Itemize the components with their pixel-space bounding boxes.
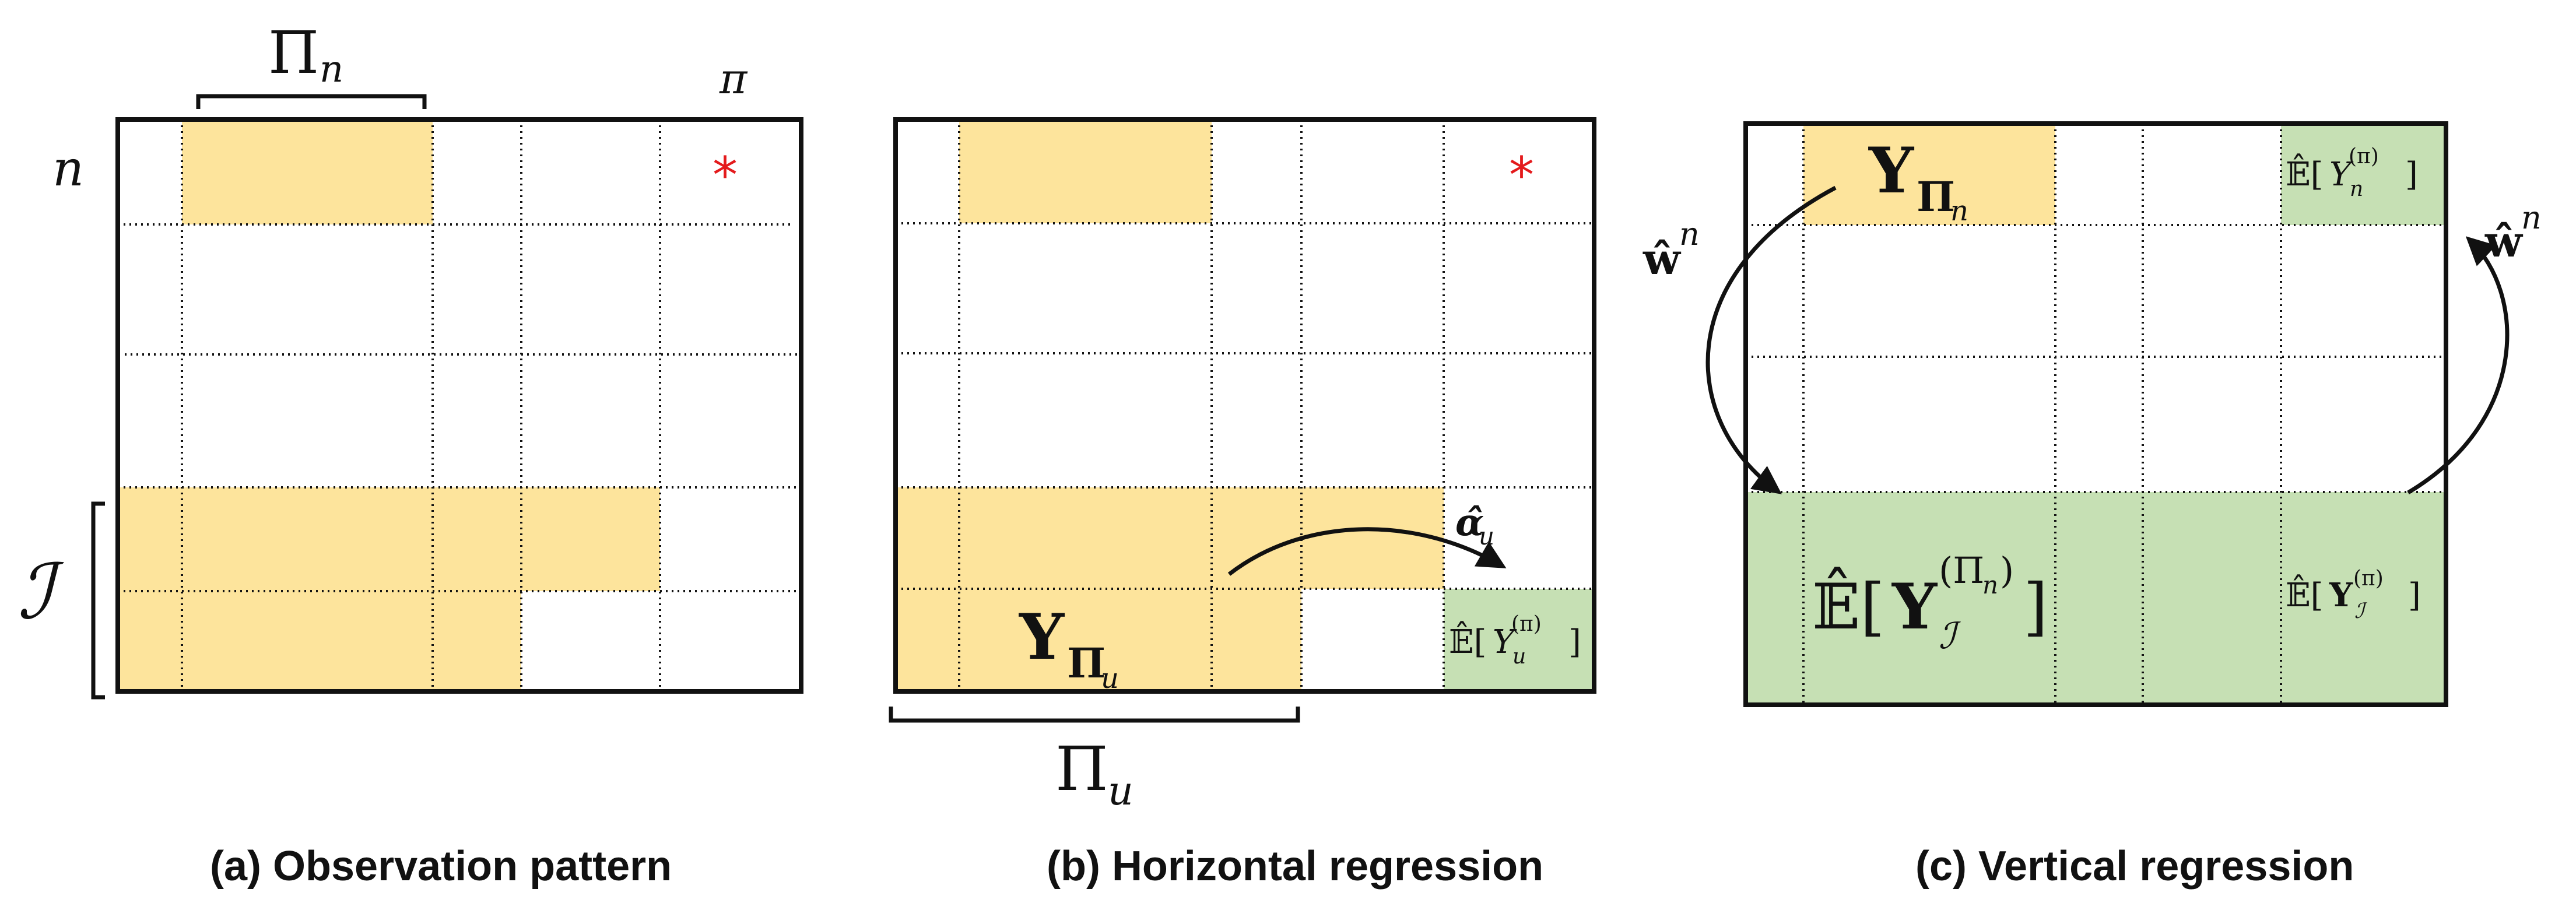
weight-right-sup: n <box>2521 199 2542 236</box>
weight-left-label: ŵ <box>1643 234 1682 284</box>
estimate-cell-sup: (π) <box>2353 567 2384 591</box>
caption-a: (a) Observation pattern <box>210 843 672 890</box>
estimated-region <box>1746 492 2446 705</box>
matrix-border <box>115 117 803 694</box>
caption-c: (c) Vertical regression <box>1915 843 2354 890</box>
weight-arrow-left <box>1705 185 1837 494</box>
row-label-n: n <box>52 140 84 197</box>
column-bracket <box>196 94 427 109</box>
observed-block-sub: Π <box>1067 639 1105 687</box>
estimate-cell-close: ] <box>2408 577 2421 614</box>
matrix-border <box>1743 121 2448 707</box>
matrix-border <box>893 117 1596 694</box>
estimate-cell-text: 𝔼̂[ <box>2286 153 2324 194</box>
estimated-cell <box>1444 589 1594 691</box>
regression-arrow <box>1227 527 1507 576</box>
grid-lines <box>118 120 801 691</box>
column-bracket-label: Π <box>268 19 319 87</box>
weight-arrow-right <box>2407 236 2510 495</box>
estimate-region-y: Y <box>1891 570 1938 644</box>
group-label: ℐ <box>17 547 65 636</box>
estimated-cell <box>2281 124 2446 225</box>
estimate-region-supsub: n <box>1982 571 1998 599</box>
panel-c: Y Π n 𝔼̂[ Y n (π) ] ŵ n ŵ n 𝔼̂[ Y ℐ (Π n… <box>1643 121 2542 890</box>
estimate-cell-sup: (π) <box>1511 612 1542 636</box>
observed-cell <box>182 120 433 224</box>
estimate-cell-text: 𝔼̂[ <box>2286 574 2324 614</box>
weight-right-label: ŵ <box>2484 217 2524 267</box>
column-label-pi: π <box>719 54 748 103</box>
estimate-cell-close: ] <box>1568 623 1581 661</box>
observed-block-subsub: u <box>1101 662 1119 695</box>
observed-block-sub: Π <box>1917 173 1955 221</box>
observed-block-label: Y <box>1868 134 1915 208</box>
estimate-cell-y: Y <box>1493 623 1517 661</box>
panel-b: * Y Π u α̂ u 𝔼̂[ Y u (π) ] Π u (b) Horiz… <box>889 117 1596 890</box>
observed-cell <box>959 120 1212 223</box>
column-bracket <box>889 707 1300 723</box>
column-bracket-subscript: n <box>320 48 343 91</box>
column-bracket-subscript: u <box>1108 768 1133 814</box>
estimate-region-close: ] <box>2023 571 2048 644</box>
observed-cell <box>896 487 1444 589</box>
estimate-cell-y: Y <box>2329 576 2353 614</box>
observed-block-subsub: n <box>1950 195 1968 227</box>
estimate-cell-close: ] <box>2405 156 2418 194</box>
grid-lines <box>896 120 1594 691</box>
observed-cell <box>1803 124 2055 225</box>
target-star: * <box>713 146 738 205</box>
column-bracket-label: Π <box>1055 733 1108 804</box>
panel-a: Π n π n * ℐ (a) Observation pattern <box>17 19 803 890</box>
alpha-label: α̂ <box>1455 501 1484 544</box>
group-bracket <box>91 501 105 700</box>
observed-block-label: Y <box>1019 600 1065 674</box>
observed-cell <box>118 487 660 591</box>
observed-cell <box>896 589 1301 691</box>
estimate-cell-y: Y <box>2329 156 2354 194</box>
grid-lines <box>1746 124 2446 705</box>
caption-b: (b) Horizontal regression <box>1047 843 1543 890</box>
alpha-subscript: u <box>1479 522 1494 550</box>
estimate-cell-sub: u <box>1512 645 1526 669</box>
observed-cell <box>118 591 521 691</box>
estimate-cell-text: 𝔼̂[ <box>1449 620 1487 661</box>
estimate-cell-sup: (π) <box>2349 145 2379 168</box>
estimate-region-sup-close: ) <box>2000 549 2014 592</box>
estimate-cell-sub: n <box>2350 177 2363 201</box>
estimate-region-text: 𝔼̂[ <box>1812 566 1884 644</box>
estimate-region-sup: (Π <box>1939 549 1984 592</box>
weight-left-sup: n <box>1679 216 1700 252</box>
target-star: * <box>1509 146 1534 205</box>
